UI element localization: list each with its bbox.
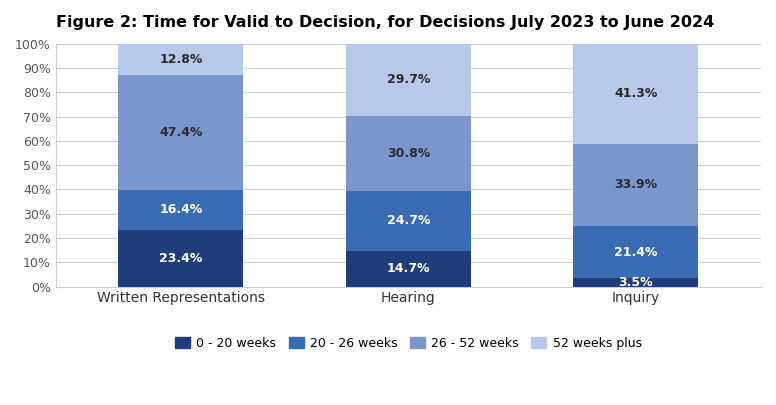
Text: 47.4%: 47.4%: [159, 126, 203, 139]
Bar: [573, 43, 698, 144]
Text: 16.4%: 16.4%: [159, 203, 203, 216]
Text: 33.9%: 33.9%: [615, 179, 657, 192]
Bar: [118, 75, 244, 190]
Text: 3.5%: 3.5%: [618, 276, 653, 289]
Bar: [118, 190, 244, 230]
Bar: [573, 226, 698, 278]
Bar: [573, 278, 698, 287]
Bar: [346, 191, 471, 251]
Bar: [573, 144, 698, 226]
Text: 23.4%: 23.4%: [159, 252, 203, 264]
Text: 12.8%: 12.8%: [159, 53, 203, 66]
Bar: [118, 230, 244, 287]
Bar: [346, 251, 471, 287]
Text: 30.8%: 30.8%: [386, 147, 430, 160]
Text: 21.4%: 21.4%: [614, 245, 657, 258]
Text: 29.7%: 29.7%: [386, 73, 430, 87]
Bar: [346, 116, 471, 191]
Bar: [346, 44, 471, 116]
Text: 24.7%: 24.7%: [386, 214, 430, 227]
Text: 41.3%: 41.3%: [614, 87, 657, 100]
Text: 14.7%: 14.7%: [386, 262, 430, 275]
Legend: 0 - 20 weeks, 20 - 26 weeks, 26 - 52 weeks, 52 weeks plus: 0 - 20 weeks, 20 - 26 weeks, 26 - 52 wee…: [170, 332, 646, 355]
Bar: [118, 44, 244, 75]
Text: Figure 2: Time for Valid to Decision, for Decisions July 2023 to June 2024: Figure 2: Time for Valid to Decision, fo…: [56, 15, 714, 30]
